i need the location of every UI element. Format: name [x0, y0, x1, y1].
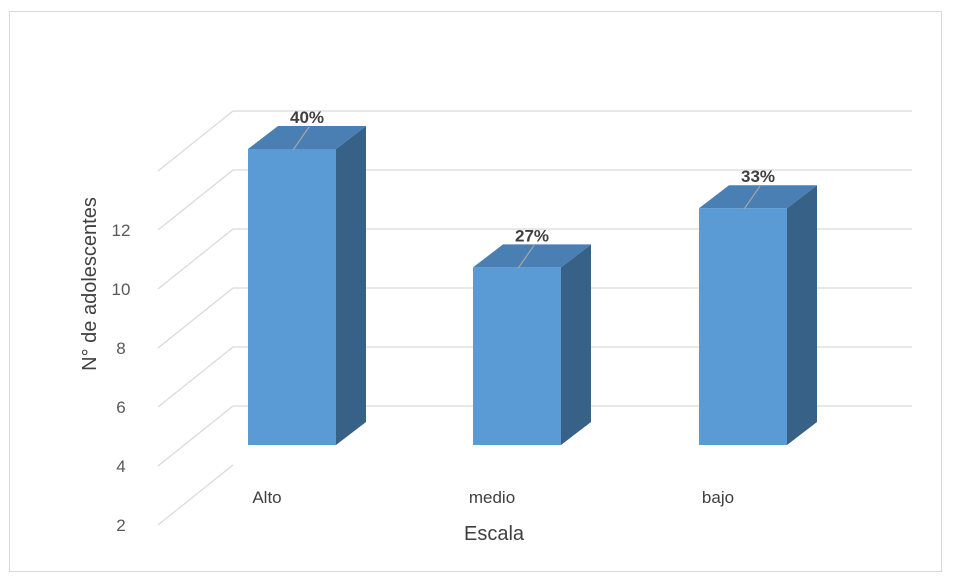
x-category-label: bajo	[702, 488, 734, 507]
gridline-side	[157, 346, 234, 408]
data-label: 33%	[741, 167, 775, 186]
x-axis-title: Escala	[464, 523, 525, 545]
leader-line	[743, 185, 761, 210]
y-tick-label: 12	[112, 221, 131, 240]
x-category-label: Alto	[252, 488, 281, 507]
gridline-side	[157, 287, 234, 349]
x-axis-categories: Alto medio bajo	[252, 488, 734, 507]
data-labels: 40% 27% 33%	[290, 108, 775, 269]
y-tick-label: 2	[116, 516, 125, 535]
leader-line	[517, 245, 535, 269]
y-axis-ticks: 2 4 6 8 10 12	[112, 221, 131, 535]
x-category-label: medio	[469, 488, 515, 507]
bar	[248, 149, 336, 445]
y-tick-label: 4	[116, 457, 125, 476]
gridline-side	[157, 110, 234, 172]
leader-line	[292, 126, 310, 151]
bar-side	[336, 126, 366, 445]
y-tick-label: 8	[116, 339, 125, 358]
bar-side	[561, 244, 591, 445]
y-axis-title: N° de adolescentes	[79, 197, 101, 371]
bars	[248, 126, 817, 445]
bar-top	[699, 185, 817, 209]
bar-side	[787, 185, 817, 445]
data-label: 40%	[290, 108, 324, 127]
data-label: 27%	[515, 226, 549, 245]
bar	[473, 267, 561, 445]
bar-top	[473, 244, 591, 268]
bar-top	[248, 126, 366, 149]
y-tick-label: 10	[112, 280, 131, 299]
bar	[699, 208, 787, 445]
gridline-side	[157, 405, 234, 467]
gridline-side	[157, 464, 234, 526]
gridline-side	[157, 228, 234, 290]
gridline-side	[157, 169, 234, 231]
y-tick-label: 6	[116, 398, 125, 417]
